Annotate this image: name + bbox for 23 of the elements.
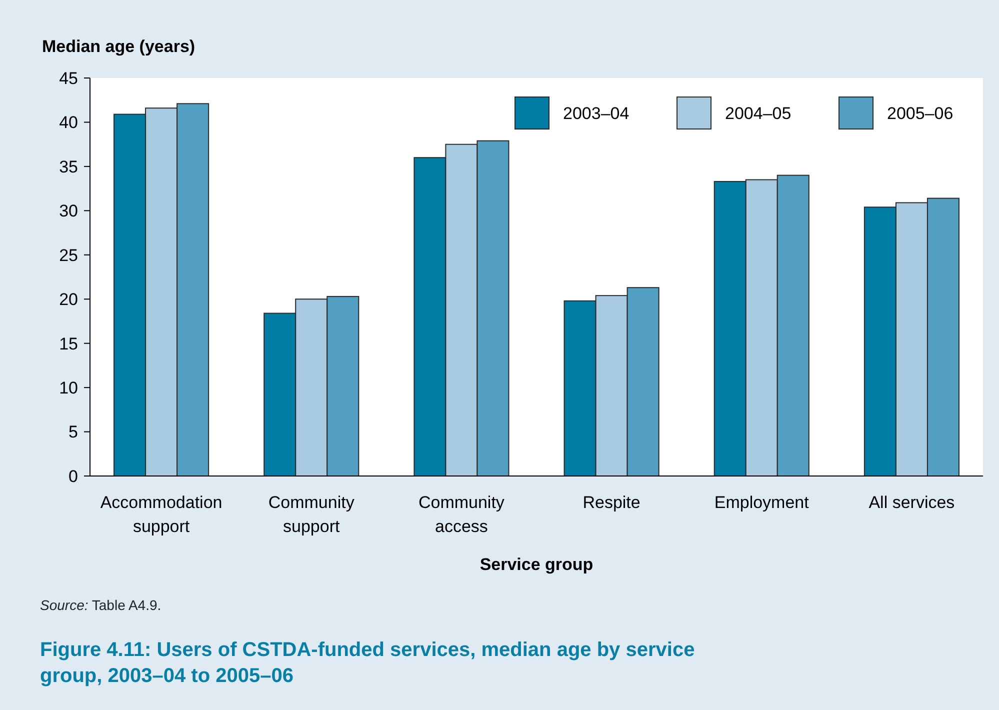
legend-label: 2004–05 — [725, 104, 792, 123]
x-tick-label: Community support — [268, 493, 355, 536]
text: Figure 4.11: Users of CSTDA-funded services, median age by service group, 2003–04 to 2005–06 — [40, 639, 695, 687]
y-tick-label: 15 — [59, 334, 78, 354]
y-tick-label: 5 — [68, 422, 78, 442]
y-axis-title: Median age (years) — [42, 37, 196, 56]
x-tick-label: All services — [868, 493, 955, 512]
y-tick-label: 10 — [59, 378, 78, 398]
source-note: Source: Table A4.9. — [40, 597, 162, 613]
legend-label: 2005–06 — [887, 104, 954, 123]
x-tick-label: Employment — [714, 493, 810, 512]
y-tick-label: 45 — [59, 68, 78, 88]
x-axis-title: Service group — [480, 555, 594, 574]
y-tick-label: 25 — [59, 246, 78, 265]
y-tick-label: 35 — [59, 157, 78, 176]
y-tick-label: 20 — [59, 290, 78, 310]
x-tick-label: Respite — [582, 493, 640, 512]
y-tick-label: 40 — [59, 113, 78, 132]
y-tick-label: 0 — [68, 466, 78, 486]
x-tick-label: Community access — [418, 493, 505, 536]
y-tick-label: 30 — [59, 202, 78, 221]
x-tick-label: Accommodation support — [100, 493, 222, 536]
legend-label: 2003–04 — [563, 104, 630, 123]
